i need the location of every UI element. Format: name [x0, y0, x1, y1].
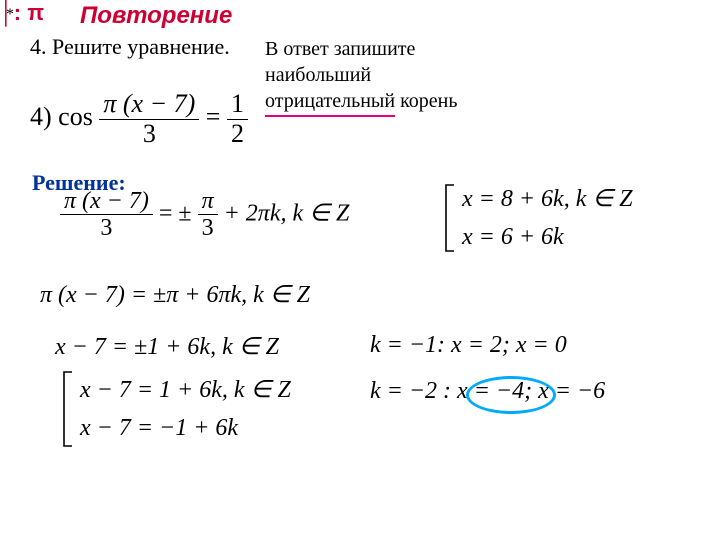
task-text: 4. Решите уравнение.	[30, 34, 230, 60]
cos-label: cos	[58, 102, 93, 131]
frac-left-num: π (x − 7)	[99, 90, 199, 119]
hint-line2: наибольший	[265, 64, 371, 86]
frac-right-num: 1	[227, 90, 248, 119]
asterisk: *	[6, 6, 14, 24]
bracket-right	[442, 183, 456, 253]
step1-lnum: π (x − 7)	[60, 188, 153, 214]
hint-text: В ответ запишите наибольший отрицательны…	[265, 36, 565, 117]
bracket-left	[60, 370, 74, 448]
step1-rden: 3	[198, 214, 218, 241]
answer-circle	[466, 376, 556, 414]
hint-after: корень	[395, 90, 457, 112]
system-right-r2: x = 6 + 6k	[462, 218, 633, 256]
step1-lfrac: π (x − 7) 3	[60, 188, 153, 242]
frac-right: 1 2	[227, 90, 248, 148]
frac-right-den: 2	[227, 119, 248, 149]
formula-system-left: x − 7 = 1 + 6k, k ∈ Z x − 7 = −1 + 6k	[60, 370, 291, 448]
frac-left-den: 3	[99, 119, 199, 149]
system-right-rows: x = 8 + 6k, k ∈ Z x = 6 + 6k	[462, 180, 633, 257]
hint-line1: В ответ запишите	[265, 38, 415, 60]
formula-system-right: x = 8 + 6k, k ∈ Z x = 6 + 6k	[442, 180, 633, 257]
formula-step2: π (x − 7) = ±π + 6πk, k ∈ Z	[40, 280, 310, 309]
title: Повторение	[80, 2, 232, 30]
formula-k-minus1: k = −1: x = 2; x = 0	[370, 332, 567, 359]
step1-rfrac: π 3	[198, 188, 218, 242]
step1-tail: + 2πk, k ∈ Z	[224, 200, 350, 226]
system-right-r1: x = 8 + 6k, k ∈ Z	[462, 180, 633, 218]
formula-step3: x − 7 = ±1 + 6k, k ∈ Z	[55, 332, 279, 361]
system-left-r2: x − 7 = −1 + 6k	[80, 409, 291, 447]
step1-eq: = ±	[159, 200, 198, 226]
formula-step1: π (x − 7) 3 = ± π 3 + 2πk, k ∈ Z	[60, 188, 349, 242]
slide: * Повторение 4. Решите уравнение. В отве…	[0, 0, 720, 540]
formula-given-prefix: 4)	[30, 102, 58, 131]
hint-underlined: отрицательный	[265, 88, 395, 117]
system-left-r1: x − 7 = 1 + 6k, k ∈ Z	[80, 371, 291, 409]
formula-given: 4) cos π (x − 7) 3 = 1 2	[30, 90, 248, 148]
step1-rnum: π	[198, 188, 218, 214]
system-left-rows: x − 7 = 1 + 6k, k ∈ Z x − 7 = −1 + 6k	[80, 371, 291, 448]
step1-lden: 3	[60, 214, 153, 241]
frac-left: π (x − 7) 3	[99, 90, 199, 148]
eq-sign: =	[206, 102, 227, 131]
